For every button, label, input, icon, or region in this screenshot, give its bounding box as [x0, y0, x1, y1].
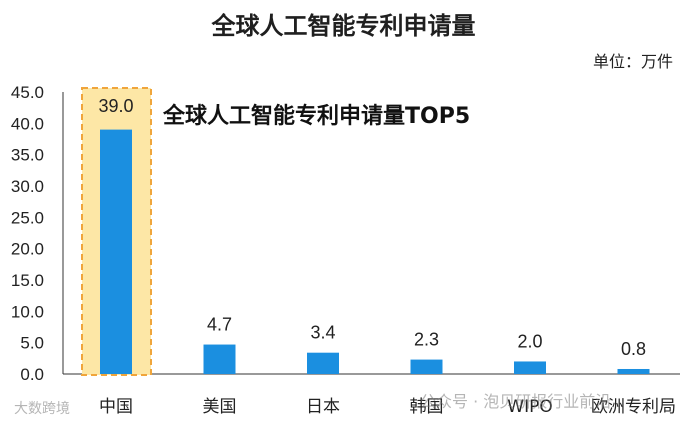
bar [307, 352, 339, 374]
data-label: 4.7 [207, 315, 232, 335]
y-tick-label: 10.0 [11, 302, 44, 321]
y-tick-label: 0.0 [20, 365, 44, 384]
bar [100, 129, 132, 374]
chart-title: 全球人工智能专利申请量TOP5 [163, 104, 471, 129]
bar [410, 359, 443, 374]
bar [514, 361, 546, 374]
bar [617, 368, 650, 374]
y-tick-label: 5.0 [20, 334, 44, 353]
x-tick-label: 中国 [99, 397, 133, 417]
y-tick-label: 20.0 [11, 240, 44, 259]
data-label: 2.3 [414, 330, 439, 350]
y-tick-label: 25.0 [11, 208, 44, 227]
data-label: 0.8 [621, 339, 646, 359]
watermark-left: 大数跨境 [14, 401, 70, 417]
x-tick-label: WIPO [507, 397, 552, 417]
y-tick-label: 30.0 [11, 177, 44, 196]
unit-label: 单位：万件 [592, 52, 673, 71]
page-title: 全球人工智能专利申请量 [211, 12, 476, 40]
x-tick-label: 日本 [306, 397, 340, 417]
data-label: 2.0 [517, 331, 542, 351]
y-tick-label: 40.0 [11, 114, 44, 133]
y-tick-label: 35.0 [11, 146, 44, 165]
data-label: 39.0 [98, 96, 133, 116]
bar [203, 344, 236, 374]
watermark-right: 公众号 · 泡贝研报行业前沿 [420, 392, 612, 411]
y-tick-label: 15.0 [11, 271, 44, 290]
data-label: 3.4 [310, 323, 335, 343]
x-tick-label: 美国 [203, 397, 237, 417]
x-tick-label: 欧洲专利局 [591, 397, 676, 417]
x-tick-label: 韩国 [410, 397, 444, 417]
y-tick-label: 45.0 [11, 83, 44, 102]
